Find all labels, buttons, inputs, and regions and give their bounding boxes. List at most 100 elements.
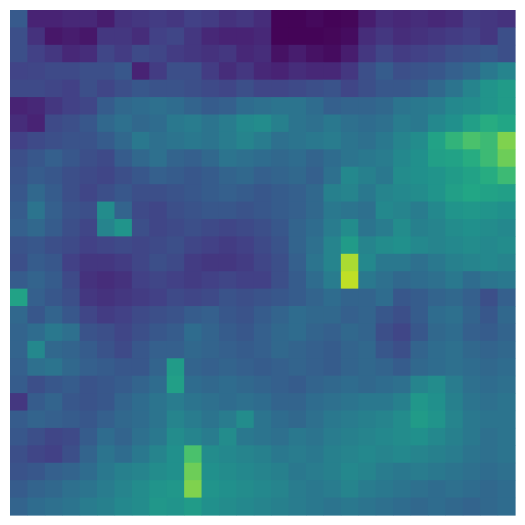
heatmap-cell-r10-c9 — [166, 184, 185, 203]
heatmap-cell-r11-c15 — [271, 201, 290, 220]
heatmap-cell-r21-c15 — [271, 375, 290, 394]
heatmap-cell-r25-c28 — [497, 445, 516, 464]
heatmap-cell-r3-c3 — [62, 62, 81, 81]
heatmap-cell-r4-c5 — [97, 79, 116, 98]
heatmap-cell-r3-c16 — [288, 62, 307, 81]
heatmap-cell-r4-c2 — [44, 79, 63, 98]
heatmap-cell-r5-c2 — [44, 97, 63, 116]
heatmap-cell-r23-c16 — [288, 410, 307, 429]
heatmap-cell-r6-c19 — [340, 114, 359, 133]
heatmap-cell-r25-c25 — [445, 445, 464, 464]
heatmap-cell-r24-c23 — [410, 427, 429, 446]
heatmap-cell-r3-c26 — [462, 62, 481, 81]
heatmap-cell-r11-c4 — [79, 201, 98, 220]
heatmap-cell-r7-c26 — [462, 131, 481, 150]
heatmap-cell-r8-c9 — [166, 149, 185, 168]
heatmap-cell-r16-c12 — [218, 288, 237, 307]
heatmap-cell-r19-c7 — [131, 340, 150, 359]
heatmap-cell-r0-c3 — [62, 10, 81, 29]
heatmap-cell-r10-c21 — [375, 184, 394, 203]
heatmap-cell-r26-c28 — [497, 462, 516, 481]
heatmap-cell-r14-c20 — [358, 253, 377, 272]
heatmap-cell-r21-c26 — [462, 375, 481, 394]
heatmap-cell-r25-c13 — [236, 445, 255, 464]
heatmap-cell-r3-c8 — [149, 62, 168, 81]
heatmap-cell-r25-c19 — [340, 445, 359, 464]
heatmap-cell-r21-c3 — [62, 375, 81, 394]
heatmap-cell-r18-c21 — [375, 323, 394, 342]
heatmap-cell-r2-c5 — [97, 44, 116, 63]
heatmap-cell-r25-c5 — [97, 445, 116, 464]
heatmap-cell-r27-c6 — [114, 480, 133, 499]
heatmap-cell-r2-c3 — [62, 44, 81, 63]
heatmap-cell-r17-c0 — [10, 306, 29, 325]
heatmap-cell-r1-c8 — [149, 27, 168, 46]
heatmap-cell-r16-c1 — [27, 288, 46, 307]
heatmap-cell-r9-c25 — [445, 166, 464, 185]
heatmap-cell-r13-c14 — [253, 236, 272, 255]
heatmap-cell-r26-c6 — [114, 462, 133, 481]
heatmap-cell-r19-c3 — [62, 340, 81, 359]
heatmap-cell-r21-c4 — [79, 375, 98, 394]
heatmap-cell-r26-c25 — [445, 462, 464, 481]
heatmap-cell-r15-c19 — [340, 271, 359, 290]
heatmap-cell-r16-c18 — [323, 288, 342, 307]
heatmap-cell-r4-c7 — [131, 79, 150, 98]
heatmap-cell-r2-c2 — [44, 44, 63, 63]
heatmap-cell-r2-c12 — [218, 44, 237, 63]
heatmap-cell-r8-c24 — [427, 149, 446, 168]
heatmap-cell-r1-c10 — [184, 27, 203, 46]
heatmap-cell-r2-c10 — [184, 44, 203, 63]
heatmap-cell-r14-c28 — [497, 253, 516, 272]
heatmap-cell-r10-c8 — [149, 184, 168, 203]
heatmap-cell-r16-c13 — [236, 288, 255, 307]
heatmap-cell-r13-c1 — [27, 236, 46, 255]
heatmap-cell-r27-c5 — [97, 480, 116, 499]
heatmap-cell-r23-c14 — [253, 410, 272, 429]
heatmap-cell-r28-c21 — [375, 497, 394, 516]
heatmap-cell-r9-c14 — [253, 166, 272, 185]
heatmap-cell-r2-c6 — [114, 44, 133, 63]
heatmap-cell-r17-c4 — [79, 306, 98, 325]
heatmap-cell-r15-c7 — [131, 271, 150, 290]
heatmap-cell-r16-c7 — [131, 288, 150, 307]
heatmap-cell-r23-c11 — [201, 410, 220, 429]
heatmap-cell-r14-c13 — [236, 253, 255, 272]
heatmap-cell-r5-c20 — [358, 97, 377, 116]
heatmap-cell-r13-c13 — [236, 236, 255, 255]
heatmap-cell-r25-c8 — [149, 445, 168, 464]
heatmap-cell-r18-c17 — [306, 323, 325, 342]
heatmap-cell-r8-c23 — [410, 149, 429, 168]
heatmap-cell-r13-c2 — [44, 236, 63, 255]
heatmap-cell-r9-c5 — [97, 166, 116, 185]
heatmap-cell-r3-c9 — [166, 62, 185, 81]
heatmap-cell-r5-c16 — [288, 97, 307, 116]
heatmap-cell-r9-c8 — [149, 166, 168, 185]
heatmap-cell-r2-c14 — [253, 44, 272, 63]
heatmap-cell-r28-c14 — [253, 497, 272, 516]
heatmap-cell-r4-c17 — [306, 79, 325, 98]
heatmap-cell-r17-c11 — [201, 306, 220, 325]
heatmap-cell-r28-c2 — [44, 497, 63, 516]
heatmap-cell-r18-c16 — [288, 323, 307, 342]
heatmap-cell-r8-c6 — [114, 149, 133, 168]
heatmap-cell-r28-c0 — [10, 497, 29, 516]
heatmap-cell-r24-c25 — [445, 427, 464, 446]
heatmap-cell-r1-c16 — [288, 27, 307, 46]
heatmap-cell-r24-c6 — [114, 427, 133, 446]
heatmap-cell-r17-c2 — [44, 306, 63, 325]
heatmap-cell-r8-c27 — [480, 149, 499, 168]
heatmap-cell-r4-c23 — [410, 79, 429, 98]
heatmap-cell-r13-c21 — [375, 236, 394, 255]
heatmap-cell-r25-c16 — [288, 445, 307, 464]
heatmap-cell-r24-c18 — [323, 427, 342, 446]
heatmap-cell-r28-c7 — [131, 497, 150, 516]
heatmap-cell-r5-c4 — [79, 97, 98, 116]
heatmap-cell-r7-c25 — [445, 131, 464, 150]
heatmap-cell-r23-c28 — [497, 410, 516, 429]
heatmap-cell-r4-c24 — [427, 79, 446, 98]
heatmap-cell-r3-c19 — [340, 62, 359, 81]
heatmap-cell-r20-c28 — [497, 358, 516, 377]
heatmap-cell-r21-c20 — [358, 375, 377, 394]
heatmap-cell-r0-c19 — [340, 10, 359, 29]
